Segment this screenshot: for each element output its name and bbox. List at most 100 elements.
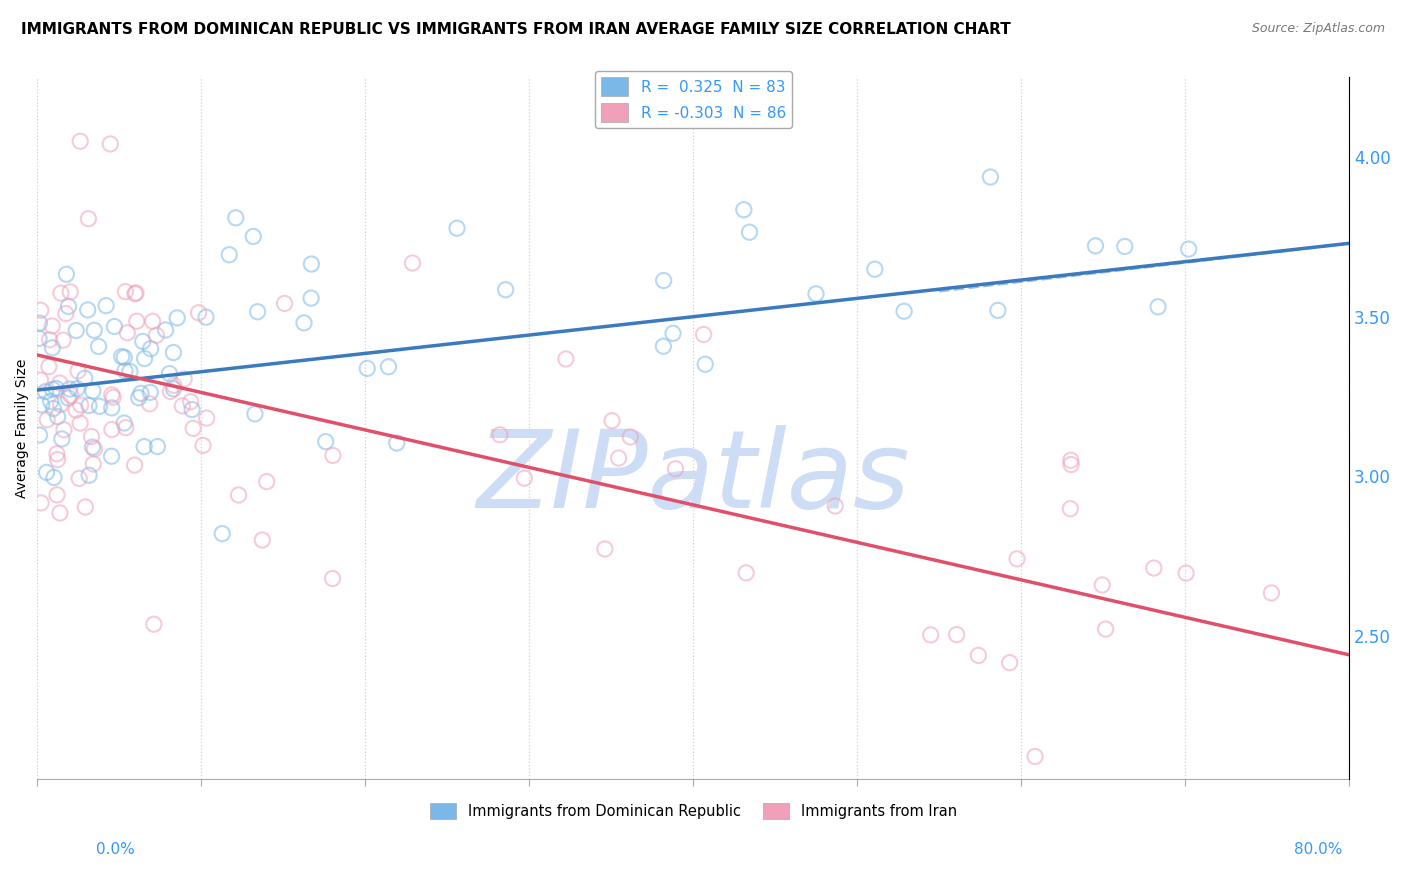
- Point: [73, 371, 96, 385]
- Point: [114, 285, 136, 299]
- Point: [945, 627, 967, 641]
- Point: [893, 304, 915, 318]
- Point: [1114, 239, 1136, 253]
- Point: [82, 457, 104, 471]
- Point: [489, 427, 512, 442]
- Point: [225, 211, 247, 225]
- Point: [132, 334, 155, 349]
- Point: [134, 440, 156, 454]
- Point: [77, 399, 100, 413]
- Point: [1175, 566, 1198, 580]
- Point: [83, 323, 105, 337]
- Point: [252, 533, 274, 547]
- Point: [1060, 458, 1083, 472]
- Point: [114, 420, 136, 434]
- Point: [112, 416, 135, 430]
- Y-axis label: Average Family Size: Average Family Size: [15, 359, 30, 498]
- Point: [134, 351, 156, 366]
- Point: [1147, 300, 1170, 314]
- Point: [138, 397, 160, 411]
- Point: [163, 378, 186, 392]
- Point: [52, 333, 75, 347]
- Point: [87, 339, 110, 353]
- Point: [98, 136, 121, 151]
- Point: [619, 430, 641, 444]
- Point: [191, 438, 214, 452]
- Text: 80.0%: 80.0%: [1295, 842, 1343, 856]
- Point: [195, 310, 218, 325]
- Point: [166, 310, 188, 325]
- Point: [1143, 561, 1166, 575]
- Point: [607, 451, 630, 466]
- Point: [46, 452, 69, 467]
- Point: [652, 339, 675, 353]
- Point: [59, 285, 82, 299]
- Point: [65, 403, 87, 417]
- Point: [142, 314, 165, 328]
- Point: [662, 326, 685, 341]
- Point: [55, 267, 77, 281]
- Point: [100, 401, 122, 415]
- Point: [273, 296, 295, 310]
- Point: [28, 316, 51, 330]
- Point: [69, 416, 91, 430]
- Point: [52, 423, 75, 437]
- Point: [101, 422, 124, 436]
- Point: [46, 409, 69, 424]
- Point: [513, 471, 536, 485]
- Point: [299, 257, 322, 271]
- Point: [28, 331, 51, 345]
- Point: [114, 364, 136, 378]
- Point: [30, 303, 52, 318]
- Point: [69, 134, 91, 148]
- Point: [195, 411, 218, 425]
- Point: [76, 302, 98, 317]
- Point: [125, 314, 148, 328]
- Point: [401, 256, 423, 270]
- Point: [998, 656, 1021, 670]
- Point: [38, 333, 60, 347]
- Point: [652, 274, 675, 288]
- Point: [59, 382, 82, 396]
- Point: [159, 384, 181, 399]
- Point: [77, 468, 100, 483]
- Point: [299, 291, 322, 305]
- Point: [145, 328, 167, 343]
- Point: [292, 316, 315, 330]
- Point: [38, 359, 60, 374]
- Text: 0.0%: 0.0%: [96, 842, 135, 856]
- Point: [49, 506, 72, 520]
- Legend: Immigrants from Dominican Republic, Immigrants from Iran: Immigrants from Dominican Republic, Immi…: [425, 797, 963, 824]
- Point: [181, 421, 204, 435]
- Point: [117, 326, 139, 340]
- Point: [37, 413, 59, 427]
- Point: [139, 385, 162, 400]
- Point: [89, 399, 111, 413]
- Point: [863, 262, 886, 277]
- Point: [600, 414, 623, 428]
- Point: [46, 488, 69, 502]
- Point: [39, 394, 62, 409]
- Point: [66, 364, 89, 378]
- Point: [1060, 453, 1083, 467]
- Point: [162, 345, 184, 359]
- Point: [180, 394, 202, 409]
- Point: [111, 350, 134, 364]
- Point: [1177, 242, 1199, 256]
- Point: [41, 341, 63, 355]
- Point: [77, 211, 100, 226]
- Point: [146, 440, 169, 454]
- Point: [554, 351, 576, 366]
- Point: [30, 373, 52, 387]
- Point: [103, 319, 125, 334]
- Point: [256, 475, 278, 489]
- Point: [35, 466, 58, 480]
- Point: [377, 359, 399, 374]
- Point: [128, 391, 150, 405]
- Point: [34, 384, 56, 399]
- Point: [735, 566, 758, 580]
- Point: [243, 407, 266, 421]
- Point: [75, 500, 97, 514]
- Point: [101, 390, 124, 404]
- Point: [738, 225, 761, 239]
